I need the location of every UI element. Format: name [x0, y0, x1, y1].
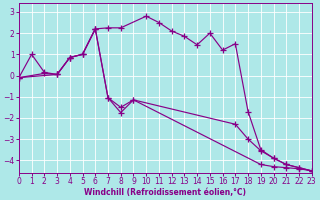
X-axis label: Windchill (Refroidissement éolien,°C): Windchill (Refroidissement éolien,°C)	[84, 188, 246, 197]
